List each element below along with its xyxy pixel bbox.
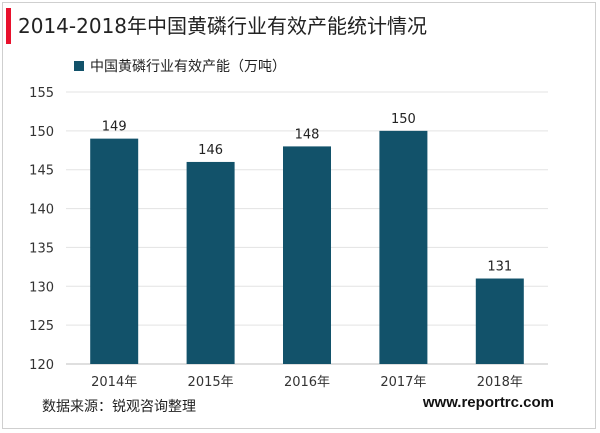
data-label: 131: [487, 260, 512, 275]
website-url[interactable]: www.reportrc.com: [422, 394, 554, 411]
bar-2014年: [90, 138, 139, 364]
chart-title: 2014-2018年中国黄磷行业有效产能统计情况: [18, 14, 428, 38]
legend-swatch: [74, 61, 84, 71]
data-label: 149: [102, 120, 127, 135]
y-tick-label: 145: [29, 164, 54, 179]
x-tick-label: 2015年: [188, 375, 234, 390]
title-accent-bar: [6, 8, 11, 44]
data-label: 146: [198, 143, 223, 158]
data-label: 150: [391, 112, 416, 127]
y-tick-label: 125: [29, 319, 54, 334]
legend-label: 中国黄磷行业有效产能（万吨）: [90, 59, 286, 75]
y-tick-label: 135: [29, 241, 54, 256]
x-tick-label: 2018年: [477, 375, 523, 390]
x-tick-label: 2014年: [91, 375, 137, 390]
bar-2015年: [186, 161, 235, 364]
bar-2017年: [379, 130, 428, 364]
data-label: 148: [295, 127, 320, 142]
x-tick-label: 2016年: [284, 375, 330, 390]
y-tick-label: 155: [29, 86, 54, 101]
y-tick-label: 140: [29, 203, 54, 218]
bar-2016年: [283, 146, 331, 364]
source-note: 数据来源：锐观咨询整理: [42, 399, 196, 415]
x-tick-label: 2017年: [380, 375, 426, 390]
legend: 中国黄磷行业有效产能（万吨）: [74, 56, 286, 76]
y-tick-label: 130: [29, 280, 54, 295]
bar-2018年: [475, 278, 524, 364]
y-tick-label: 150: [29, 125, 54, 140]
y-tick-label: 120: [29, 358, 54, 373]
